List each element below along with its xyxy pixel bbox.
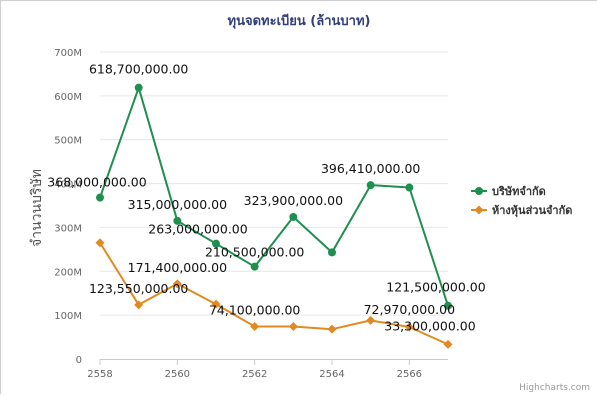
- y-tick-label: 400M: [54, 180, 82, 191]
- data-label: 263,000,000.00: [148, 222, 247, 237]
- y-tick-label: 200M: [54, 267, 82, 278]
- data-point[interactable]: [444, 301, 452, 310]
- data-label: 123,550,000.00: [89, 281, 188, 296]
- y-tick-label: 100M: [54, 311, 82, 322]
- data-point[interactable]: [405, 183, 414, 192]
- y-tick-label: 300M: [54, 223, 82, 234]
- y-tick-label: 700M: [54, 48, 82, 59]
- grid-lines: [100, 51, 448, 316]
- series-group: [95, 83, 453, 349]
- data-label: 210,500,000.00: [205, 245, 304, 260]
- legend: บริษัทจำกัดห้างหุ้นส่วนจำกัด: [471, 185, 572, 218]
- data-point[interactable]: [288, 322, 298, 332]
- series-line-2: [99, 242, 449, 346]
- y-tick-label: 0: [76, 355, 82, 366]
- data-label: 396,410,000.00: [321, 161, 420, 176]
- data-label: 33,300,000.00: [384, 318, 475, 333]
- data-point[interactable]: [366, 181, 375, 190]
- y-tick-label: 600M: [54, 92, 82, 103]
- legend-marker[interactable]: [475, 187, 483, 195]
- data-point[interactable]: [134, 300, 144, 310]
- chart-title: ทุนจดทะเบียน (ล้านบาท): [228, 13, 371, 29]
- data-label: 315,000,000.00: [128, 197, 227, 212]
- data-point[interactable]: [327, 324, 337, 334]
- data-point[interactable]: [250, 262, 259, 271]
- y-axis-label: จำนวนบริษัท: [29, 169, 45, 247]
- data-point[interactable]: [95, 238, 105, 248]
- y-axis-tick-labels: 0 100M 200M 300M 400M 500M 600M 700M: [54, 48, 82, 366]
- data-point[interactable]: [173, 216, 182, 225]
- x-tick-label: 2560: [165, 369, 190, 380]
- data-point[interactable]: [250, 322, 260, 332]
- legend-item-label[interactable]: ห้างหุ้นส่วนจำกัด: [492, 204, 572, 218]
- data-point[interactable]: [443, 339, 453, 349]
- data-labels: 368,000,000.00 618,700,000.00 315,000,000.…: [47, 62, 485, 334]
- data-label: 368,000,000.00: [47, 175, 146, 190]
- legend-item-label[interactable]: บริษัทจำกัด: [492, 185, 546, 198]
- data-label: 72,970,000.00: [364, 302, 455, 317]
- legend-marker[interactable]: [474, 205, 484, 215]
- x-tick-label: 2562: [242, 369, 267, 380]
- x-tick-label: 2558: [87, 369, 112, 380]
- data-label: 323,900,000.00: [244, 193, 343, 208]
- x-tick-label: 2564: [319, 369, 344, 380]
- x-axis: 2558 2560 2562 2564 2566: [87, 359, 448, 380]
- data-label: 74,100,000.00: [209, 303, 300, 318]
- data-point[interactable]: [96, 193, 104, 202]
- data-point[interactable]: [328, 248, 336, 257]
- data-point[interactable]: [366, 315, 376, 325]
- data-label: 121,500,000.00: [386, 280, 485, 295]
- data-point[interactable]: [211, 299, 221, 309]
- data-point[interactable]: [404, 322, 414, 332]
- data-point[interactable]: [134, 83, 143, 92]
- data-point[interactable]: [172, 279, 182, 289]
- data-point[interactable]: [212, 239, 220, 248]
- data-point[interactable]: [289, 212, 298, 221]
- series-line-1: [99, 86, 449, 307]
- y-tick-label: 500M: [54, 136, 82, 147]
- data-label: 171,400,000.00: [128, 260, 227, 275]
- credits-text[interactable]: Highcharts.com: [519, 383, 590, 393]
- x-tick-label: 2566: [397, 369, 422, 380]
- data-label: 618,700,000.00: [89, 62, 188, 77]
